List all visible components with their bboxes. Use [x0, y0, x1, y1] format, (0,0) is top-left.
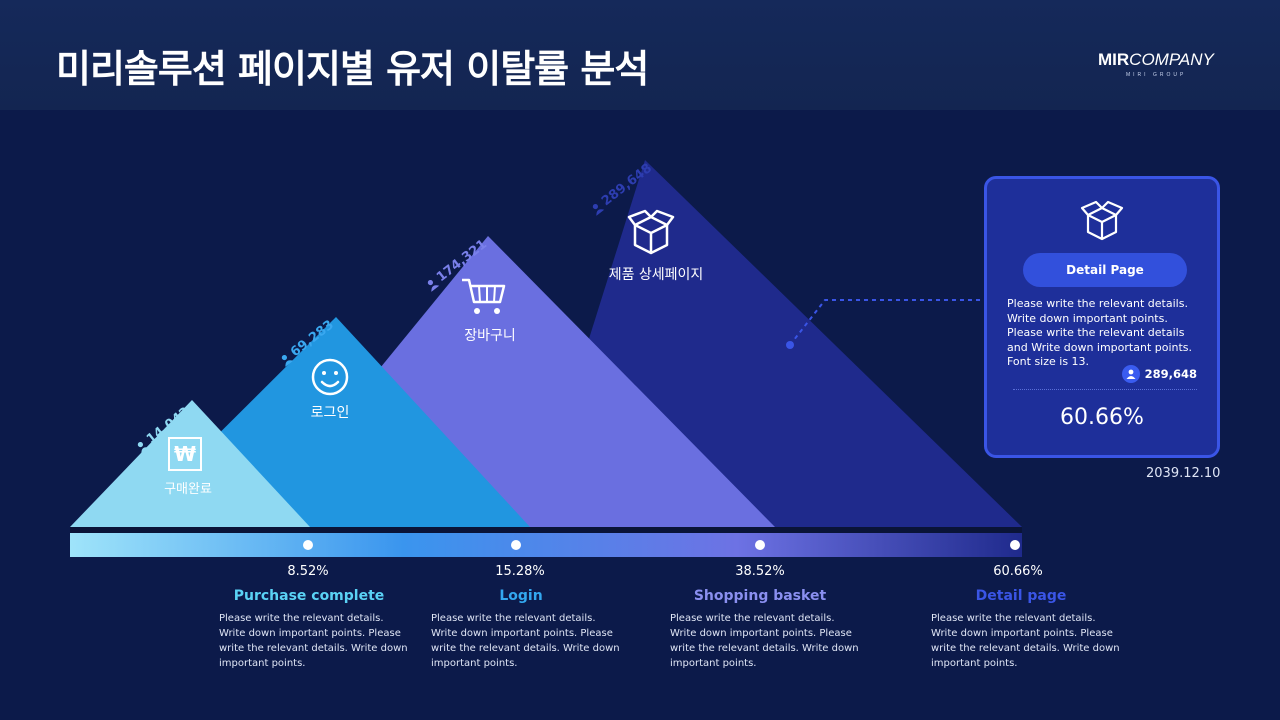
step-title-detail: Detail page — [975, 588, 1067, 604]
company-logo: MIRCOMPANY MIRI GROUP — [1098, 50, 1228, 90]
cart-icon — [462, 278, 506, 314]
box-icon — [1080, 200, 1124, 241]
header-bar: 미리솔루션 페이지별 유저 이탈률 분석 MIRCOMPANY MIRI GRO… — [0, 0, 1280, 110]
pct-login: 15.28% — [495, 564, 545, 579]
progress-bar — [70, 533, 1022, 557]
smiley-icon — [311, 358, 349, 396]
step-desc-purchase: Please write the relevant details. Write… — [219, 613, 408, 669]
step-detail: Detail page Please write the relevant de… — [931, 588, 1121, 671]
card-description: Please write the relevant details. Write… — [1007, 297, 1193, 368]
stage-label-basket: 장바구니 — [464, 328, 516, 344]
detail-page-button[interactable]: Detail Page — [1023, 253, 1187, 287]
svg-text:₩: ₩ — [174, 442, 196, 466]
step-desc-basket: Please write the relevant details. Write… — [670, 613, 859, 669]
person-icon — [1121, 365, 1140, 383]
card-divider — [1013, 389, 1197, 390]
step-desc-detail: Please write the relevant details. Write… — [931, 613, 1120, 669]
card-percentage: 60.66% — [1060, 405, 1144, 430]
step-title-basket: Shopping basket — [693, 588, 827, 604]
detail-card: Detail Page Please write the relevant de… — [984, 176, 1220, 458]
pct-purchase: 8.52% — [287, 564, 329, 579]
step-title-purchase: Purchase complete — [233, 588, 385, 604]
card-count: 289,648 — [1121, 365, 1197, 383]
stage-label-login: 로그인 — [310, 405, 350, 421]
step-title-login: Login — [499, 588, 543, 604]
person-icon — [427, 279, 440, 292]
stage-label-purchase: 구매완료 — [164, 482, 212, 497]
mountain-purchase — [70, 400, 310, 527]
stage-label-detail: 제품 상세페이지 — [608, 267, 704, 283]
bar-dot-purchase — [303, 540, 313, 550]
stage-count-purchase: 14,042 — [133, 404, 193, 455]
bar-dot-basket — [755, 540, 765, 550]
step-basket: Shopping basket Please write the relevan… — [670, 588, 860, 671]
mountain-baseline — [70, 527, 1022, 533]
logo-subtitle: MIRI GROUP — [1126, 72, 1187, 78]
box-icon — [627, 209, 675, 255]
won-icon: ₩ — [168, 437, 202, 471]
stage-count-detail: 289,648 — [588, 161, 655, 218]
date-label: 2039.12.10 — [1146, 466, 1221, 481]
connector-dot — [786, 341, 794, 349]
person-icon — [592, 203, 605, 216]
step-login: Login Please write the relevant details.… — [431, 588, 621, 671]
pct-detail: 60.66% — [993, 564, 1043, 579]
logo-wordmark: MIRCOMPANY — [1098, 50, 1214, 69]
stage-count-basket: 174,321 — [423, 237, 490, 294]
person-icon — [281, 354, 294, 367]
person-icon — [137, 441, 150, 454]
pct-basket: 38.52% — [735, 564, 785, 579]
page-title: 미리솔루션 페이지별 유저 이탈률 분석 — [56, 47, 649, 91]
connector-line — [789, 299, 985, 346]
step-desc-login: Please write the relevant details. Write… — [431, 613, 620, 669]
bar-dot-login — [511, 540, 521, 550]
bar-dot-detail — [1010, 540, 1020, 550]
stage-count-login: 69,283 — [277, 317, 337, 368]
step-purchase: Purchase complete Please write the relev… — [219, 588, 409, 671]
